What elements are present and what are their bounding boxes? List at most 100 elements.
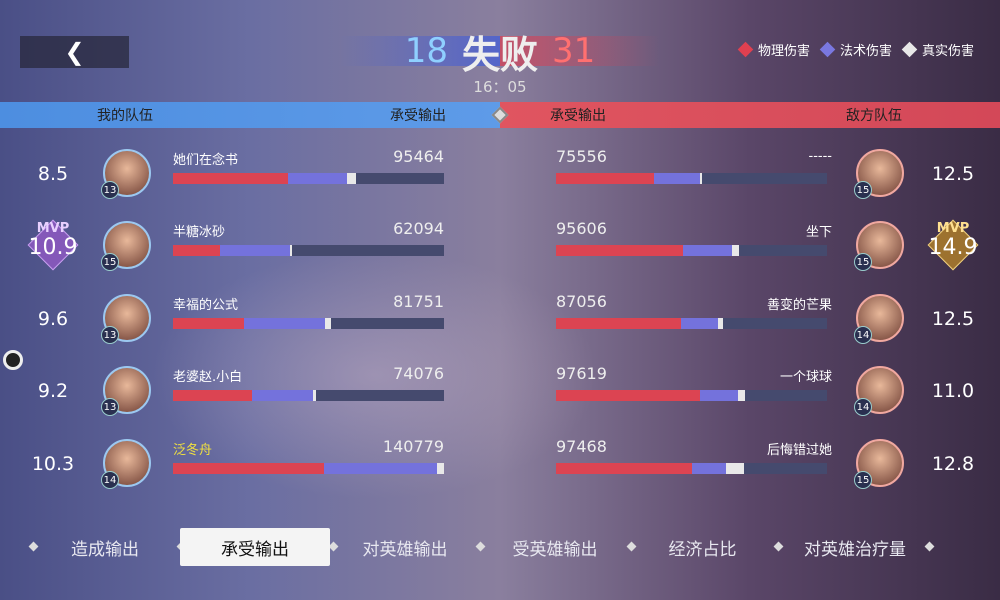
drag-handle[interactable] <box>3 350 23 370</box>
tab-3[interactable]: 受英雄输出 <box>512 539 598 560</box>
hero-avatar[interactable]: 13 <box>101 149 151 199</box>
physical-segment <box>556 463 692 474</box>
hero-level: 13 <box>101 398 119 416</box>
player-name: 后悔错过她 <box>766 443 832 458</box>
magic-segment <box>287 173 347 184</box>
magic-segment <box>653 173 701 184</box>
scoreboard: 18 失败 31 <box>340 28 660 77</box>
damage-bar <box>173 245 444 256</box>
player-value: 97619 <box>556 364 607 383</box>
my-player-row[interactable]: 10.3 14 泛冬舟 140779 <box>0 433 500 493</box>
tab-2[interactable]: 对英雄输出 <box>362 539 448 560</box>
mvp-badge: MVP 14.9 <box>927 219 979 271</box>
tab-5[interactable]: 对英雄治疗量 <box>804 539 906 560</box>
hero-avatar[interactable]: 14 <box>854 294 904 344</box>
player-name: 善变的芒果 <box>766 298 832 313</box>
player-name: 幸福的公式 <box>173 298 239 313</box>
damage-bar <box>556 390 827 401</box>
enemy-player-row[interactable]: 12.5 15 75556 ----- <box>500 143 1000 203</box>
true-segment <box>700 173 702 184</box>
tab-separator-icon <box>28 541 39 552</box>
magic-segment <box>244 318 326 329</box>
my-player-row[interactable]: 8.5 13 她们在念书 95464 <box>0 143 500 203</box>
legend-physical: 物理伤害 <box>737 40 810 59</box>
tab-1[interactable]: 承受输出 <box>180 528 330 566</box>
hero-avatar[interactable]: 14 <box>854 366 904 416</box>
chevron-left-icon: ❮ <box>64 38 85 66</box>
magic-segment <box>699 390 738 401</box>
true-segment <box>346 173 356 184</box>
my-metric-label: 承受输出 <box>390 108 446 124</box>
damage-bar <box>556 318 827 329</box>
player-score: 11.0 <box>931 380 975 402</box>
magic-segment <box>680 318 718 329</box>
hero-avatar[interactable]: 14 <box>101 439 151 489</box>
true-segment <box>726 463 744 474</box>
match-time: 16：05 <box>473 78 527 96</box>
true-segment <box>436 463 444 474</box>
hero-level: 14 <box>854 326 872 344</box>
player-value: 140779 <box>382 437 444 456</box>
enemy-metric-label: 承受输出 <box>550 108 606 124</box>
physical-segment <box>173 318 244 329</box>
player-score: 12.8 <box>931 453 975 475</box>
enemy-player-row[interactable]: 11.0 14 97619 一个球球 <box>500 360 1000 420</box>
hero-avatar[interactable]: 15 <box>854 149 904 199</box>
true-segment <box>313 390 317 401</box>
hero-level: 15 <box>854 181 872 199</box>
physical-segment <box>173 463 324 474</box>
tab-4[interactable]: 经济占比 <box>668 539 737 560</box>
player-score: 9.2 <box>37 380 69 402</box>
back-button[interactable]: ❮ <box>20 36 129 68</box>
damage-bar <box>173 463 444 474</box>
enemy-player-row[interactable]: MVP 14.9 15 95606 坐下 <box>500 215 1000 275</box>
my-player-row[interactable]: MVP 10.9 15 半糖冰砂 62094 <box>0 215 500 275</box>
magic-segment <box>252 390 314 401</box>
player-score: 10.3 <box>31 453 75 475</box>
player-value: 95464 <box>393 147 444 166</box>
my-player-row[interactable]: 9.2 13 老婆赵.小白 74076 <box>0 360 500 420</box>
player-value: 87056 <box>556 292 607 311</box>
enemy-team-header: 承受输出 敌方队伍 <box>500 102 1000 128</box>
physical-segment <box>173 173 288 184</box>
hero-level: 13 <box>101 181 119 199</box>
hero-level: 15 <box>854 471 872 489</box>
stat-tabs: 造成输出 承受输出 对英雄输出 受英雄输出 经济占比 对英雄治疗量 <box>0 528 1000 566</box>
enemy-player-row[interactable]: 12.5 14 87056 善变的芒果 <box>500 288 1000 348</box>
mvp-badge: MVP 10.9 <box>27 219 79 271</box>
hero-avatar[interactable]: 13 <box>101 294 151 344</box>
physical-segment <box>556 245 684 256</box>
hero-avatar[interactable]: 15 <box>854 221 904 271</box>
hero-avatar[interactable]: 15 <box>101 221 151 271</box>
true-segment <box>717 318 724 329</box>
tab-separator-icon <box>328 541 339 552</box>
physical-segment <box>173 245 220 256</box>
player-score: 10.9 <box>28 235 78 260</box>
true-segment <box>732 245 740 256</box>
player-score: 8.5 <box>37 163 69 185</box>
my-kills: 18 <box>404 31 448 71</box>
tab-separator-icon <box>475 541 486 552</box>
player-value: 97468 <box>556 437 607 456</box>
tab-0[interactable]: 造成输出 <box>71 539 139 560</box>
damage-bar <box>556 245 827 256</box>
player-score: 14.9 <box>928 235 978 260</box>
enemy-player-row[interactable]: 12.8 15 97468 后悔错过她 <box>500 433 1000 493</box>
damage-legend: 物理伤害 法术伤害 真实伤害 <box>737 40 974 59</box>
magic-segment <box>683 245 733 256</box>
enemy-kills: 31 <box>552 31 596 71</box>
player-score: 12.5 <box>931 163 975 185</box>
hero-level: 15 <box>101 253 119 271</box>
hero-avatar[interactable]: 15 <box>854 439 904 489</box>
match-result: 失败 <box>461 32 538 77</box>
tab-separator-icon <box>626 541 637 552</box>
magic-segment <box>219 245 290 256</box>
player-name: 坐下 <box>805 225 832 240</box>
my-player-row[interactable]: 9.6 13 幸福的公式 81751 <box>0 288 500 348</box>
physical-segment <box>556 173 654 184</box>
damage-bar <box>173 173 444 184</box>
true-segment <box>325 318 331 329</box>
player-name: 泛冬舟 <box>173 443 213 458</box>
hero-avatar[interactable]: 13 <box>101 366 151 416</box>
true-segment <box>289 245 292 256</box>
